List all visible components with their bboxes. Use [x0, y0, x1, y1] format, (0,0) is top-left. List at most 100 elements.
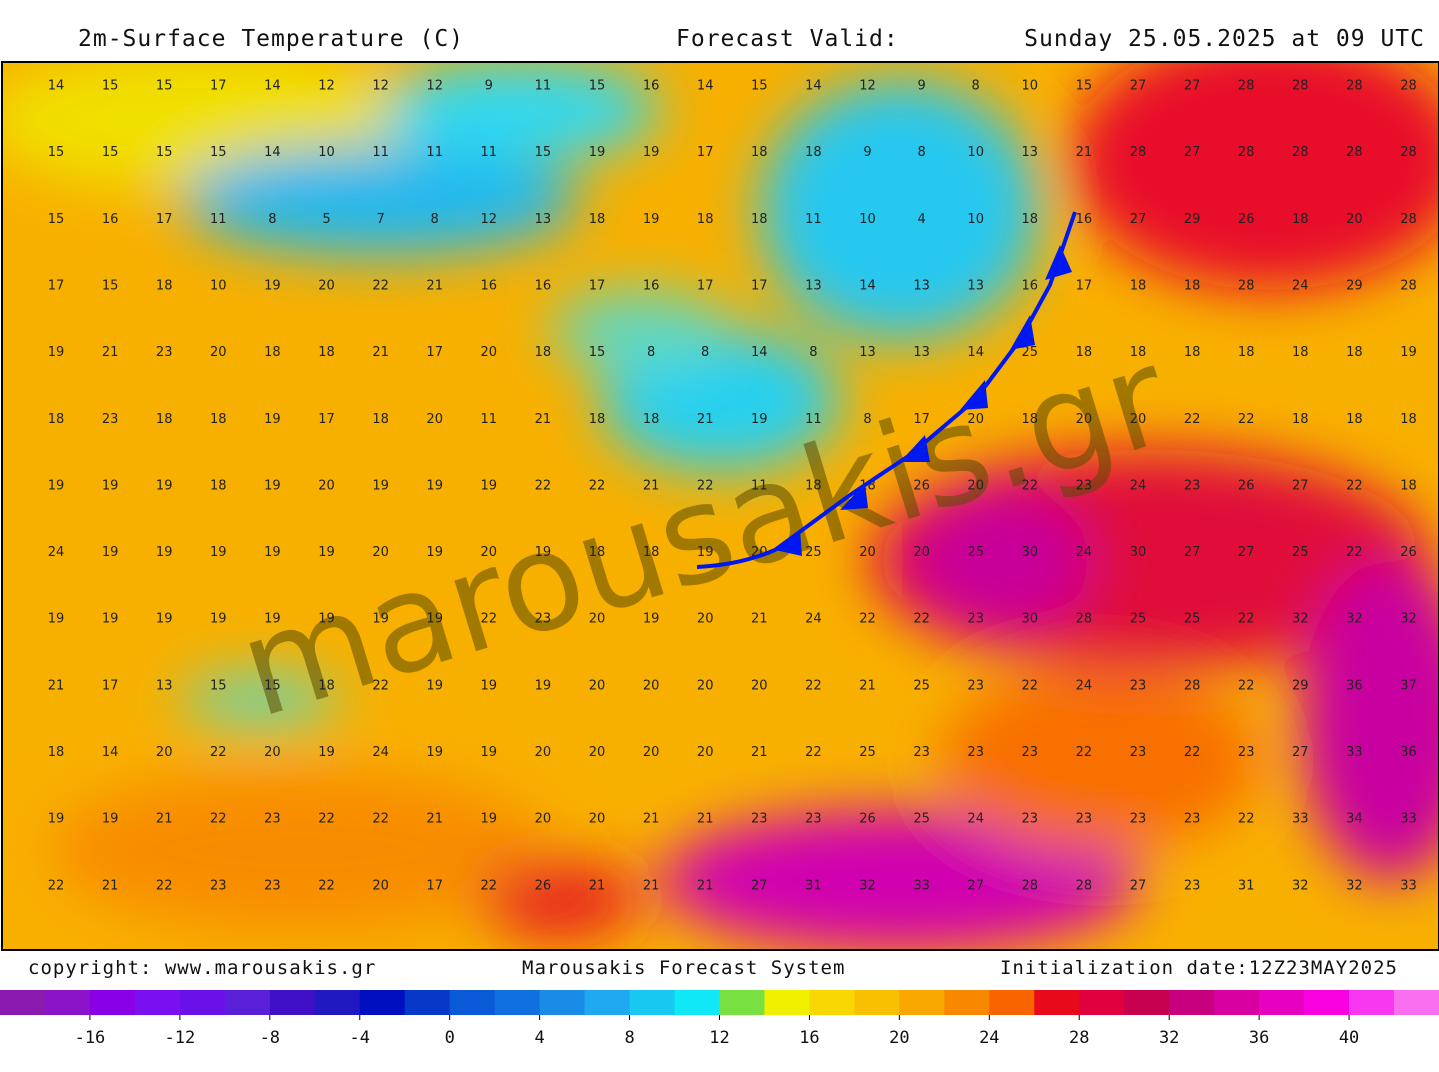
- temperature-value: 22: [372, 278, 389, 293]
- colorbar-swatch: [539, 990, 586, 1015]
- temperature-value: 15: [102, 278, 119, 293]
- temperature-value: 25: [805, 545, 822, 560]
- temperature-value: 12: [481, 212, 498, 227]
- colorbar-swatch: [1214, 990, 1260, 1015]
- temperature-value: 18: [751, 145, 768, 160]
- temperature-value: 21: [751, 745, 768, 760]
- temperature-value: 11: [481, 145, 498, 160]
- temperature-value: 30: [1022, 545, 1039, 560]
- system: Marousakis Forecast System: [522, 957, 845, 979]
- temperature-value: 14: [967, 345, 984, 360]
- temperature-value: 22: [535, 478, 552, 493]
- temperature-value: 25: [1022, 345, 1039, 360]
- temperature-value: 28: [1130, 145, 1147, 160]
- temperature-value: 24: [805, 612, 822, 627]
- temperature-value: 17: [426, 878, 443, 893]
- map: marousakis.gr 14 15 15 17 14 12 12 12 9 11 15 16 14 1…: [3, 63, 1439, 949]
- temperature-value: 27: [1292, 745, 1309, 760]
- temperature-value: 19: [1400, 345, 1417, 360]
- temperature-value: 19: [643, 145, 660, 160]
- temperature-value: 21: [156, 812, 173, 827]
- temperature-value: 12: [318, 79, 335, 94]
- colorbar-swatch: [89, 990, 136, 1015]
- colorbar-swatch: [449, 990, 496, 1015]
- temperature-value: 14: [264, 79, 281, 94]
- temperature-value: 18: [1400, 478, 1417, 493]
- temperature-value: 37: [1400, 678, 1417, 693]
- temperature-value: 21: [697, 878, 714, 893]
- temperature-value: 19: [643, 212, 660, 227]
- temperature-value: 8: [972, 79, 980, 94]
- temperature-value: 23: [1184, 478, 1201, 493]
- temperature-value: 22: [318, 812, 335, 827]
- colorbar-label: 40: [1339, 1028, 1359, 1048]
- temperature-value: 27: [1184, 145, 1201, 160]
- temperature-value: 22: [156, 878, 173, 893]
- temperature-value: 18: [1292, 412, 1309, 427]
- temperature-value: 18: [1130, 345, 1147, 360]
- temperature-value: 23: [1130, 812, 1147, 827]
- temperature-value: 25: [967, 545, 984, 560]
- valid-label: Forecast Valid:: [676, 26, 899, 52]
- temperature-value: 19: [102, 612, 119, 627]
- colorbar-swatch: [269, 990, 316, 1015]
- temperature-value: 14: [697, 79, 714, 94]
- temperature-value: 32: [1292, 878, 1309, 893]
- temperature-value: 18: [318, 678, 335, 693]
- temperature-value: 11: [481, 412, 498, 427]
- temperature-value: 27: [967, 878, 984, 893]
- colorbar-label: 36: [1249, 1028, 1269, 1048]
- temperature-value: 18: [1238, 345, 1255, 360]
- temperature-value: 18: [156, 278, 173, 293]
- temperature-value: 22: [1346, 478, 1363, 493]
- temperature-value: 24: [1076, 545, 1093, 560]
- colorbar-label: 8: [624, 1028, 634, 1048]
- colorbar-label: 20: [889, 1028, 909, 1048]
- colorbar-label: 16: [799, 1028, 819, 1048]
- temperature-value: 28: [1346, 79, 1363, 94]
- temperature-value: 9: [863, 145, 871, 160]
- temperature-value: 25: [1292, 545, 1309, 560]
- temperature-value: 12: [372, 79, 389, 94]
- temperature-value: 15: [102, 145, 119, 160]
- temperature-value: 12: [426, 79, 443, 94]
- temperature-field: [3, 63, 1439, 949]
- temperature-value: 23: [1076, 478, 1093, 493]
- temperature-value: 28: [1400, 278, 1417, 293]
- temperature-value: 27: [751, 878, 768, 893]
- temperature-value: 20: [967, 478, 984, 493]
- temperature-value: 28: [1022, 878, 1039, 893]
- temperature-value: 21: [589, 878, 606, 893]
- temperature-value: 18: [805, 478, 822, 493]
- temperature-value: 32: [859, 878, 876, 893]
- temperature-value: 20: [589, 678, 606, 693]
- colorbar-swatch: [899, 990, 945, 1015]
- temperature-value: 17: [913, 412, 930, 427]
- temperature-value: 23: [751, 812, 768, 827]
- temperature-value: 22: [913, 612, 930, 627]
- colorbar-label: 24: [979, 1028, 999, 1048]
- temperature-value: 30: [1022, 612, 1039, 627]
- temperature-value: 22: [210, 812, 227, 827]
- colorbar-swatch: [359, 990, 406, 1015]
- temperature-value: 18: [156, 412, 173, 427]
- temperature-value: 20: [210, 345, 227, 360]
- temperature-value: 20: [697, 678, 714, 693]
- temperature-value: 14: [264, 145, 281, 160]
- temperature-value: 22: [1238, 412, 1255, 427]
- temperature-value: 22: [372, 678, 389, 693]
- temperature-value: 21: [102, 878, 119, 893]
- temperature-value: 16: [481, 278, 498, 293]
- temperature-value: 21: [372, 345, 389, 360]
- temperature-value: 19: [426, 745, 443, 760]
- temperature-value: 20: [1346, 212, 1363, 227]
- colorbar-label: -16: [75, 1028, 106, 1048]
- temperature-value: 19: [697, 545, 714, 560]
- temperature-value: 19: [426, 612, 443, 627]
- temperature-value: 22: [1076, 745, 1093, 760]
- temperature-value: 17: [751, 278, 768, 293]
- temperature-value: 36: [1346, 678, 1363, 693]
- temperature-value: 14: [751, 345, 768, 360]
- colorbar-swatch: [179, 990, 226, 1015]
- temperature-value: 24: [1292, 278, 1309, 293]
